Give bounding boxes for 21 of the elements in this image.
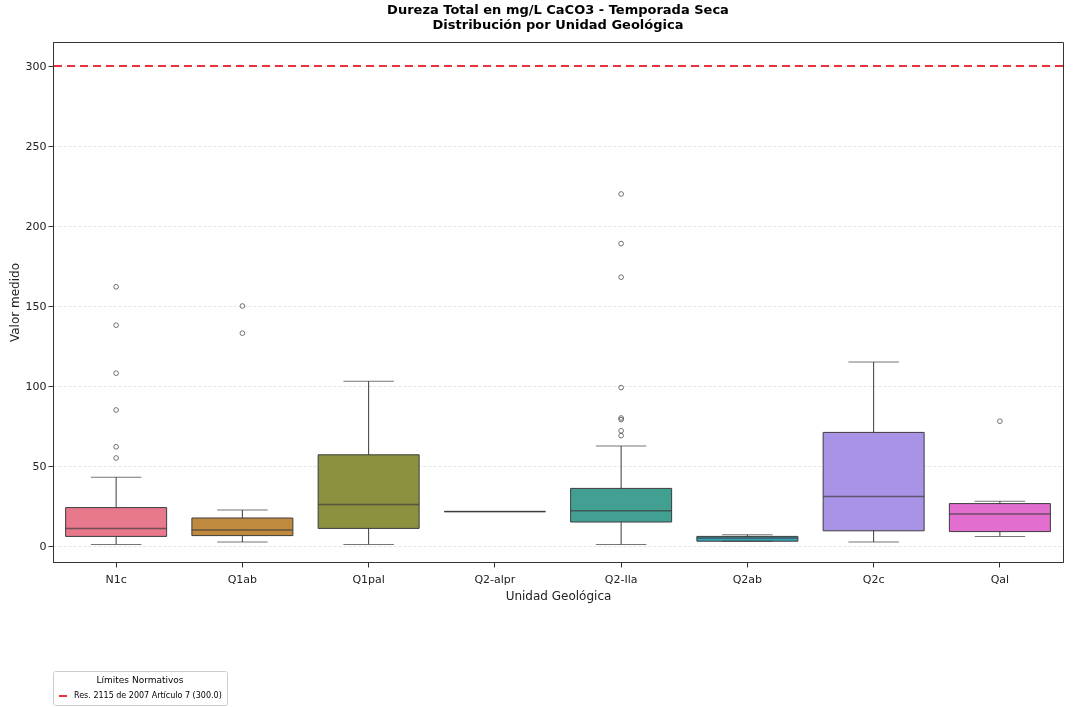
x-tick-label: N1c bbox=[105, 572, 127, 586]
y-tick-label: 250 bbox=[25, 139, 47, 153]
y-tick-label: 200 bbox=[25, 219, 47, 233]
x-tick-label: Q2c bbox=[862, 572, 885, 586]
x-tick-label: Qal bbox=[990, 572, 1010, 586]
x-axis-title: Unidad Geológica bbox=[505, 588, 612, 603]
x-tick-label: Q2-alpr bbox=[474, 572, 516, 586]
x-tick-label: Q1ab bbox=[227, 572, 258, 586]
legend-label: Res. 2115 de 2007 Artículo 7 (300.0) bbox=[74, 691, 222, 700]
legend-title: Límites Normativos bbox=[96, 675, 184, 685]
y-tick-label: 0 bbox=[39, 539, 47, 553]
y-tick-label: 100 bbox=[25, 379, 47, 393]
x-tick-label: Q2ab bbox=[732, 572, 763, 586]
y-tick-label: 150 bbox=[25, 299, 47, 313]
y-tick-label: 50 bbox=[32, 459, 47, 473]
chart-title: Dureza Total en mg/L CaCO3 - Temporada Seca bbox=[387, 2, 729, 17]
y-tick-label: 300 bbox=[25, 59, 47, 73]
y-axis-title: Valor medido bbox=[7, 262, 22, 343]
x-tick-label: Q1pal bbox=[352, 572, 385, 586]
x-tick-label: Q2-Ila bbox=[604, 572, 638, 586]
chart-subtitle: Distribución por Unidad Geológica bbox=[432, 17, 684, 32]
